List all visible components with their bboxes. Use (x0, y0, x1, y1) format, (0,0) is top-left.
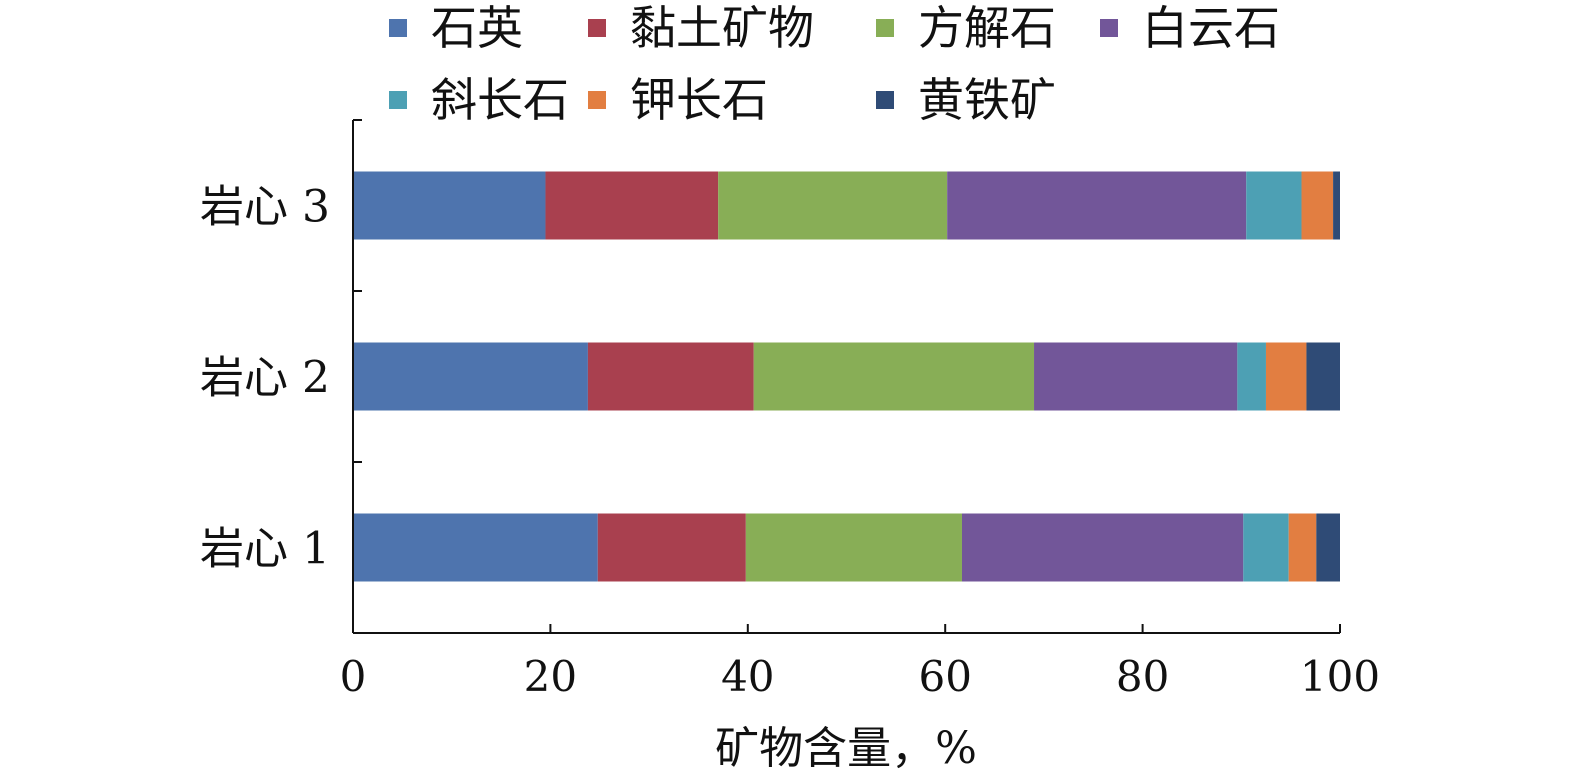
bar-segment-c2-s1 (353, 342, 588, 411)
legend-label: 黏土矿物 (630, 1, 814, 55)
legend-label: 黄铁矿 (918, 73, 1056, 127)
bar-segment-c1-s1 (353, 171, 546, 240)
bar-segment-c2-s2 (587, 342, 754, 411)
x-tick-label: 60 (918, 652, 971, 701)
legend-label: 方解石 (918, 1, 1056, 55)
bar-segment-c2-s6 (1265, 342, 1307, 411)
bar-segment-c1-s3 (718, 171, 948, 240)
bar-segment-c3-s3 (745, 513, 962, 582)
legend-swatch (876, 91, 894, 109)
legend-swatch (1100, 19, 1118, 37)
legend-label: 钾长石 (630, 73, 768, 127)
legend-label: 白云石 (1142, 1, 1280, 55)
x-axis-title: 矿物含量，% (715, 723, 977, 774)
x-tick-label: 0 (340, 652, 367, 701)
bar-segment-c2-s3 (753, 342, 1035, 411)
legend-swatch (588, 19, 606, 37)
x-tick-label: 20 (524, 652, 577, 701)
bar-segment-c3-s6 (1288, 513, 1317, 582)
legend-swatch (588, 91, 606, 109)
x-tick-label: 40 (721, 652, 774, 701)
bar-segment-c1-s2 (545, 171, 719, 240)
category-label: 岩心 3 (200, 182, 330, 233)
bar-segment-c3-s4 (961, 513, 1244, 582)
legend-swatch (389, 91, 407, 109)
bars: 岩心 3 岩心 2 岩心 1 (200, 171, 1340, 582)
bar-segment-c1-s5 (1246, 171, 1302, 240)
bar-segment-c2-s4 (1034, 342, 1238, 411)
category-label: 岩心 1 (200, 524, 330, 575)
legend-swatch (876, 19, 894, 37)
bar-segment-c3-s7 (1316, 513, 1340, 582)
bar-segment-c2-s7 (1306, 342, 1340, 411)
legend-label: 斜长石 (431, 73, 569, 127)
axes: 0 20 40 60 80 100 (340, 119, 1380, 701)
bar-segment-c1-s7 (1333, 171, 1340, 240)
bar-segment-c1-s6 (1301, 171, 1334, 240)
bar-segment-c3-s2 (597, 513, 746, 582)
bar-segment-c1-s4 (947, 171, 1247, 240)
x-tick-label: 100 (1300, 652, 1380, 701)
bar-segment-c3-s5 (1243, 513, 1289, 582)
bar-segment-c2-s5 (1237, 342, 1266, 411)
x-tick-label: 80 (1116, 652, 1169, 701)
category-label: 岩心 2 (200, 353, 330, 404)
legend-swatch (389, 19, 407, 37)
bar-segment-c3-s1 (353, 513, 598, 582)
legend-label: 石英 (431, 1, 523, 55)
